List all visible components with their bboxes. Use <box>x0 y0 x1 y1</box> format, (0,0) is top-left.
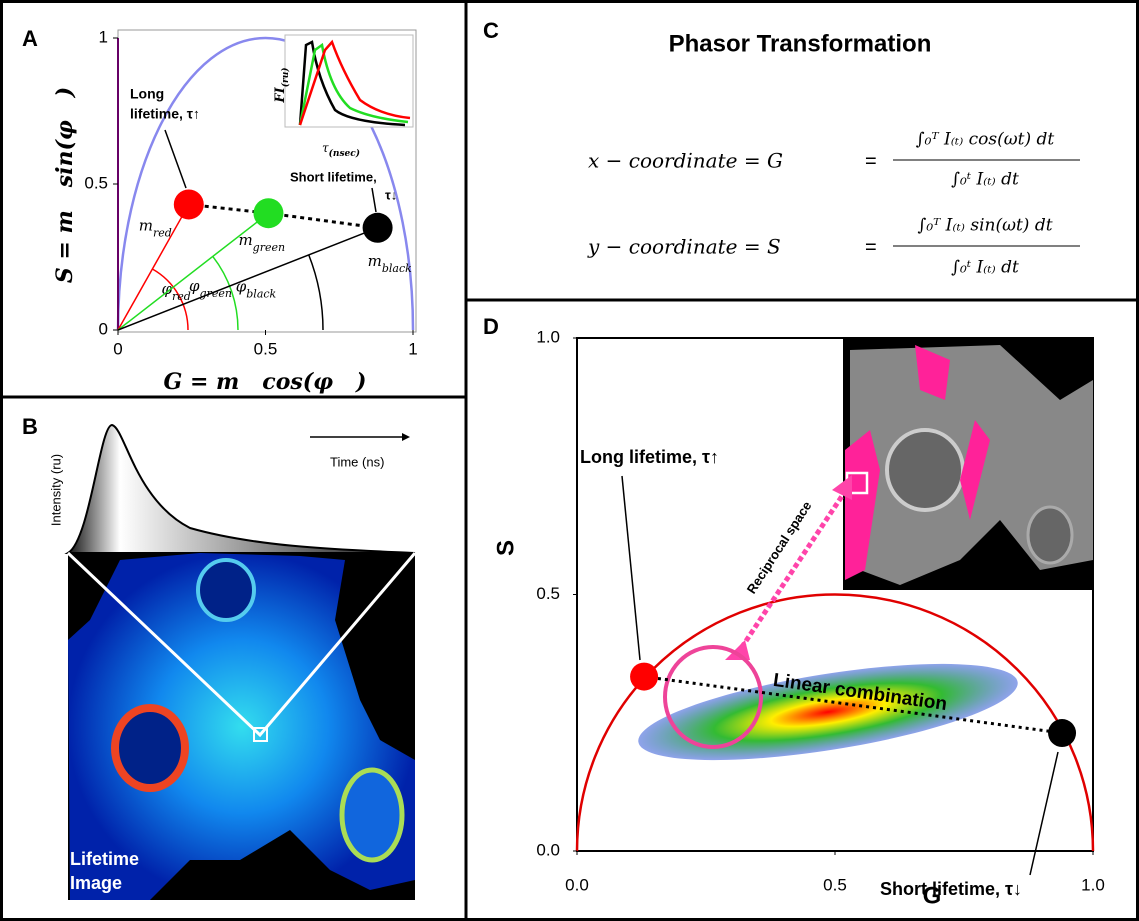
y-tick-label: 0.5 <box>84 173 108 192</box>
text: red <box>153 226 172 239</box>
nucleus <box>115 708 185 788</box>
y-tick-label: 0.0 <box>536 840 560 859</box>
long-lifetime: Long lifetime, τ↑ <box>580 447 719 467</box>
panel-label: D <box>483 314 499 339</box>
panel-d: D Linear combination Reciprocal space Lo… <box>483 314 1105 910</box>
panel-label: A <box>22 26 38 51</box>
point <box>174 189 204 219</box>
text: (nsec) <box>329 148 360 159</box>
text: (ru) <box>280 67 291 87</box>
x-tick-label: 1.0 <box>1081 875 1105 894</box>
x-axis-label: G <box>923 882 942 909</box>
x-tick-label: 0.5 <box>823 875 847 894</box>
title: Phasor Transformation <box>669 30 932 57</box>
denominator: ∫₀ᵗ I₍ₜ₎ dt <box>951 258 1019 278</box>
short-lifetime: Short lifetime, τ↓ <box>880 879 1022 899</box>
text: m <box>139 216 153 234</box>
text: green <box>253 241 285 254</box>
x-axis-label: Time (ns) <box>330 454 384 469</box>
x-axis-label: G = m cos(φ ) <box>164 369 367 395</box>
figure: A G = m cos(φ ) S = m sin(φ ) Long lifet… <box>0 0 1139 921</box>
y-axis-label: S = m sin(φ ) <box>52 87 78 283</box>
text: black <box>246 287 276 300</box>
nucleus <box>342 770 402 860</box>
y-axis-label: S <box>492 540 519 556</box>
x-tick-label: 0.5 <box>254 339 278 358</box>
panel-c: C Phasor Transformation x − coordinate =… <box>483 18 1080 278</box>
y-tick-label: 1 <box>99 27 108 46</box>
panel-a: A G = m cos(φ ) S = m sin(φ ) Long lifet… <box>22 26 418 395</box>
long-lifetime: lifetime, τ↑ <box>130 106 200 122</box>
x-tick-label: 0.0 <box>565 875 589 894</box>
text: green <box>200 286 232 299</box>
text: FI <box>273 86 288 103</box>
x-tick-label: 1 <box>408 339 417 358</box>
point <box>363 213 393 243</box>
numerator: ∫₀ᵀ I₍ₜ₎ cos(ωt) dt <box>916 130 1055 150</box>
denominator: ∫₀ᵗ I₍ₜ₎ dt <box>951 170 1019 190</box>
panel-b: B Intensity (ru) Time (ns) Lifetime Imag… <box>22 414 415 900</box>
nucleus <box>1028 507 1072 563</box>
image-label: Lifetime <box>70 849 139 869</box>
arrowhead <box>402 433 410 441</box>
point <box>1048 719 1076 747</box>
y-axis-label: Intensity (ru) <box>48 454 63 526</box>
image-label: Image <box>70 873 122 893</box>
equation-lhs: y − coordinate = S <box>587 235 781 259</box>
text: φ <box>189 277 200 295</box>
x-tick-label: 0 <box>113 339 122 358</box>
short-lifetime: τ↓ <box>385 187 397 202</box>
long-lifetime: Long <box>130 86 164 102</box>
panel-label: B <box>22 414 38 439</box>
decay-profile <box>68 425 415 553</box>
y-tick-label: 0.5 <box>536 584 560 603</box>
point <box>253 198 283 228</box>
text: φ <box>236 278 247 296</box>
text: m <box>368 252 382 270</box>
numerator: ∫₀ᵀ I₍ₜ₎ sin(ωt) dt <box>917 216 1052 236</box>
y-tick-label: 1.0 <box>536 327 560 346</box>
text: red <box>172 290 191 303</box>
text: black <box>382 261 412 274</box>
equation-lhs: x − coordinate = G <box>588 149 783 173</box>
equation-sign: = <box>865 150 877 172</box>
nucleus <box>887 430 963 510</box>
nucleus <box>198 560 254 620</box>
panel-label: C <box>483 18 499 43</box>
y-tick-label: 0 <box>99 319 108 338</box>
point <box>630 663 658 691</box>
text: m <box>238 231 252 249</box>
equation-sign: = <box>865 236 877 258</box>
short-lifetime: Short lifetime, <box>290 169 377 184</box>
